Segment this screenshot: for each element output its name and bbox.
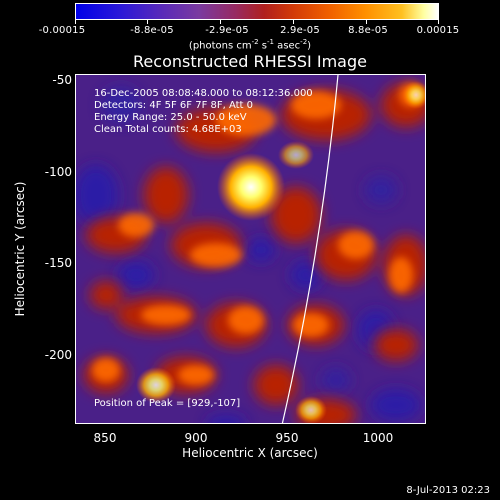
y-tick-label: -150 <box>44 256 72 270</box>
time-range-label: 16-Dec-2005 08:08:48.000 to 08:12:36.000 <box>94 88 313 99</box>
x-tick-label: 1000 <box>362 431 394 445</box>
detectors-label: Detectors: 4F 5F 6F 7F 8F, Att 0 <box>94 100 254 111</box>
rhessi-intensity-map <box>76 75 425 423</box>
x-tick-label: 950 <box>275 431 299 445</box>
algorithm-counts-label: Clean Total counts: 4.68E+03 <box>94 124 242 135</box>
colorbar-tick <box>438 20 439 24</box>
y-axis-label: Heliocentric Y (arcsec) <box>13 181 27 317</box>
colorbar-tick-label: -2.9e-05 <box>205 25 249 36</box>
colorbar-tick <box>75 20 76 24</box>
colorbar <box>75 3 439 20</box>
timestamp: 8-Jul-2013 02:23 <box>406 485 490 496</box>
colorbar-tick <box>366 20 367 24</box>
x-tick-label: 850 <box>93 431 117 445</box>
colorbar-tick-label: -0.00015 <box>38 25 86 36</box>
energy-range-label: Energy Range: 25.0 - 50.0 keV <box>94 112 247 123</box>
colorbar-tick <box>293 20 294 24</box>
image-title: Reconstructed RHESSI Image <box>133 52 367 71</box>
x-axis-label: Heliocentric X (arcsec) <box>182 446 318 460</box>
y-tick-label: -100 <box>44 165 72 179</box>
image-plot-area: 16-Dec-2005 08:08:48.000 to 08:12:36.000… <box>75 74 426 424</box>
y-tick-label: -200 <box>44 348 72 362</box>
colorbar-tick-label: 2.9e-05 <box>280 25 320 36</box>
y-tick-label: -50 <box>52 73 72 87</box>
colorbar-tick-label: 0.00015 <box>416 25 460 36</box>
colorbar-tick-label: 8.8e-05 <box>348 25 388 36</box>
colorbar-tick <box>147 20 148 24</box>
peak-position-label: Position of Peak = [929,-107] <box>94 398 241 409</box>
colorbar-units: (photons cm-2 s-1 asec-2) <box>188 38 312 52</box>
colorbar-tick <box>220 20 221 24</box>
x-tick-label: 900 <box>184 431 208 445</box>
colorbar-tick-label: -8.8e-05 <box>130 25 174 36</box>
solar-limb-line <box>281 75 339 423</box>
